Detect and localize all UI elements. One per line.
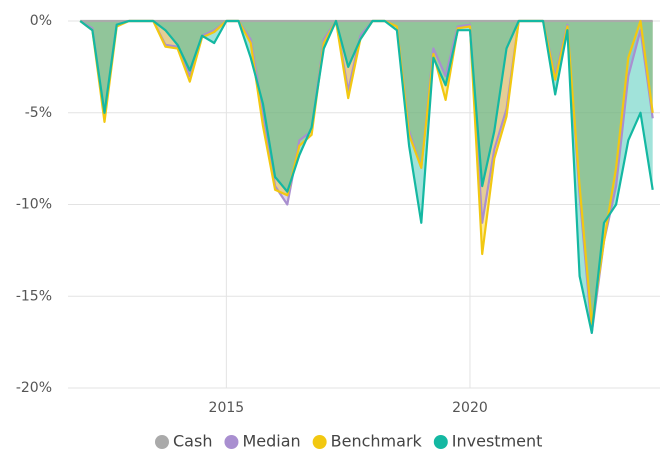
legend-label: Cash [173, 432, 212, 451]
legend-marker [155, 435, 169, 449]
legend-marker [312, 435, 327, 449]
x-tick-label: 2015 [209, 400, 245, 416]
area [80, 21, 653, 333]
line [79, 19, 654, 334]
legend-label: Investment [452, 432, 543, 451]
legend-marker [433, 435, 448, 449]
y-tick-label: 0% [30, 13, 52, 29]
line [79, 19, 654, 325]
x-tick-label: 2020 [452, 400, 488, 416]
legend-marker [224, 435, 239, 449]
y-tick-label: -20% [16, 380, 52, 396]
line [79, 19, 654, 334]
legend-label: Benchmark [331, 432, 423, 451]
y-tick-label: -10% [16, 197, 52, 213]
area [80, 21, 653, 324]
area [80, 21, 653, 333]
legend-label: Median [242, 432, 300, 451]
y-tick-label: -5% [25, 105, 52, 121]
y-tick-label: -15% [16, 288, 52, 304]
